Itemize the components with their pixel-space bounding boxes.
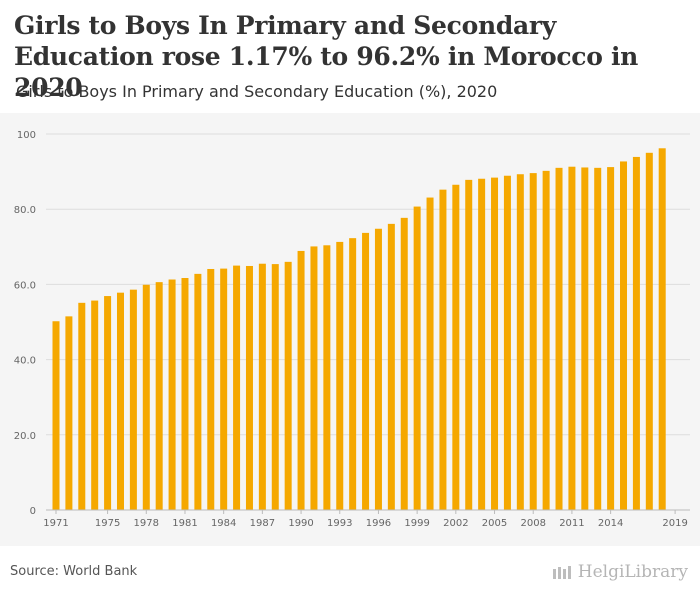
bar — [645, 152, 653, 511]
bar — [258, 263, 266, 510]
x-tick-label: 1990 — [288, 518, 313, 529]
bar — [194, 273, 202, 510]
bar — [78, 302, 86, 510]
x-tick-label: 1984 — [211, 518, 236, 529]
chart-subtitle: Girls to Boys In Primary and Secondary E… — [16, 82, 498, 101]
bar — [426, 197, 434, 510]
bar — [220, 268, 228, 510]
bar — [465, 179, 473, 510]
bar — [568, 166, 576, 510]
bar — [271, 264, 279, 510]
bar — [374, 228, 382, 510]
bar — [620, 161, 628, 510]
x-tick-label: 2014 — [598, 518, 623, 529]
x-tick-label: 1999 — [404, 518, 429, 529]
bar — [594, 167, 602, 510]
bar — [129, 289, 137, 510]
bar — [529, 173, 537, 510]
bar — [542, 170, 550, 510]
bar — [400, 217, 408, 510]
y-tick-label: 80.0 — [14, 205, 36, 216]
bar — [52, 321, 60, 510]
x-tick-label: 1971 — [43, 518, 68, 529]
bar — [607, 167, 615, 510]
bar — [104, 296, 112, 510]
bar — [233, 265, 241, 510]
bar — [516, 174, 524, 510]
y-tick-label: 0 — [30, 506, 36, 517]
bar — [413, 206, 421, 510]
library-icon — [552, 566, 571, 579]
y-tick-label: 60.0 — [14, 280, 36, 291]
bar — [310, 246, 318, 510]
bar — [168, 279, 176, 510]
bar — [439, 189, 447, 510]
bar — [658, 148, 666, 510]
bar — [181, 278, 189, 510]
x-tick-label: 1975 — [95, 518, 120, 529]
bar — [284, 261, 292, 510]
bar — [555, 167, 563, 510]
bar — [155, 282, 163, 510]
x-tick-label: 1993 — [327, 518, 352, 529]
bar — [362, 232, 370, 510]
x-tick-label: 2011 — [559, 518, 584, 529]
bar — [91, 300, 99, 510]
x-tick-label: 2008 — [520, 518, 545, 529]
bar — [142, 284, 150, 510]
bar — [581, 167, 589, 511]
bar — [297, 250, 305, 510]
x-tick-label: 1981 — [172, 518, 197, 529]
bar — [116, 292, 124, 510]
x-tick-label: 1978 — [134, 518, 159, 529]
x-tick-label: 2002 — [443, 518, 468, 529]
bar — [387, 223, 395, 510]
bar — [503, 175, 511, 510]
source-note: Source: World Bank — [10, 564, 138, 579]
bar — [491, 177, 499, 510]
bar — [245, 265, 253, 510]
bar-chart: 0 20.0 40.0 60.0 80.0 100 1971 1975 1978 1981 1984… — [14, 130, 690, 529]
y-tick-label: 40.0 — [14, 356, 36, 367]
brand-logo: HelgiLibrary — [552, 562, 688, 582]
bar — [323, 245, 331, 510]
bar — [632, 156, 640, 510]
bar — [336, 241, 344, 511]
y-tick-label: 20.0 — [14, 431, 36, 442]
bar — [65, 316, 73, 510]
y-tick-label: 100 — [17, 130, 36, 141]
bar — [349, 238, 357, 510]
bar — [452, 184, 460, 510]
x-tick-label: 2005 — [482, 518, 507, 529]
x-tick-label: 1996 — [366, 518, 391, 529]
bar — [207, 268, 215, 510]
brand-name: HelgiLibrary — [577, 562, 688, 582]
chart-title: Girls to Boys In Primary and Secondary E… — [14, 11, 639, 102]
x-tick-label: 2019 — [662, 518, 687, 529]
x-tick-label: 1987 — [250, 518, 275, 529]
bar — [478, 178, 486, 510]
